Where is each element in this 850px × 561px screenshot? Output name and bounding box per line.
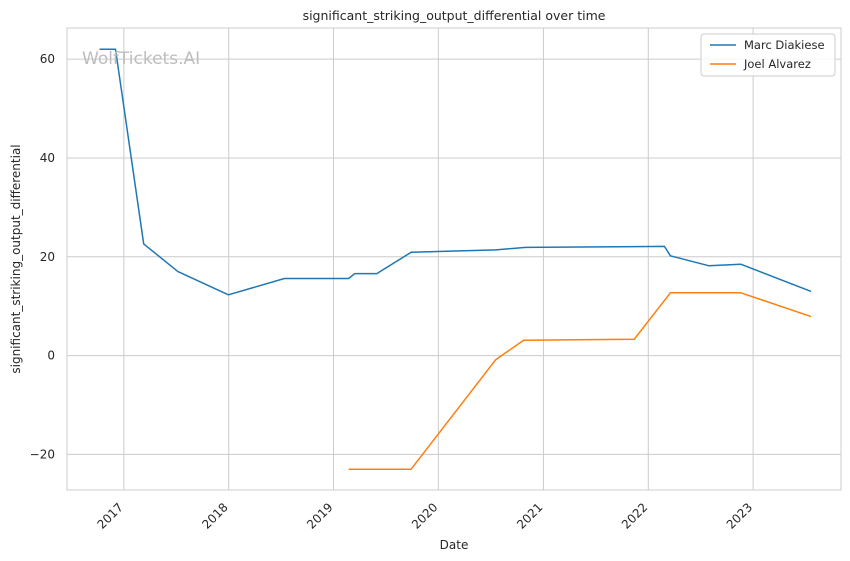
x-tick-label: 2021 xyxy=(514,500,545,531)
x-tick-label: 2019 xyxy=(304,500,335,531)
legend-label-joel-alvarez: Joel Alvarez xyxy=(743,57,811,71)
y-tick-label: −20 xyxy=(30,447,55,461)
x-axis-title: Date xyxy=(440,538,469,552)
watermark-text: WolfTickets.AI xyxy=(82,49,200,69)
x-tick-label: 2017 xyxy=(94,500,125,531)
chart-title: significant_striking_output_differential… xyxy=(303,8,606,23)
y-axis-title: significant_striking_output_differential xyxy=(9,144,23,373)
legend-label-marc-diakiese: Marc Diakiese xyxy=(744,38,825,52)
plot-area xyxy=(66,27,842,491)
y-tick-label: 60 xyxy=(40,52,55,66)
y-tick-label: 40 xyxy=(40,151,55,165)
series-layer xyxy=(99,48,812,470)
y-tick-label: 0 xyxy=(47,349,55,363)
series-line-marc-diakiese xyxy=(99,48,812,296)
x-tick-label: 2022 xyxy=(619,500,650,531)
x-tick-label: 2018 xyxy=(199,500,230,531)
x-tick-label: 2023 xyxy=(724,500,755,531)
series-line-joel-alvarez xyxy=(348,292,812,470)
x-tick-label: 2020 xyxy=(409,500,440,531)
y-tick-label: 20 xyxy=(40,250,55,264)
legend: Marc Diakiese Joel Alvarez xyxy=(700,33,836,77)
